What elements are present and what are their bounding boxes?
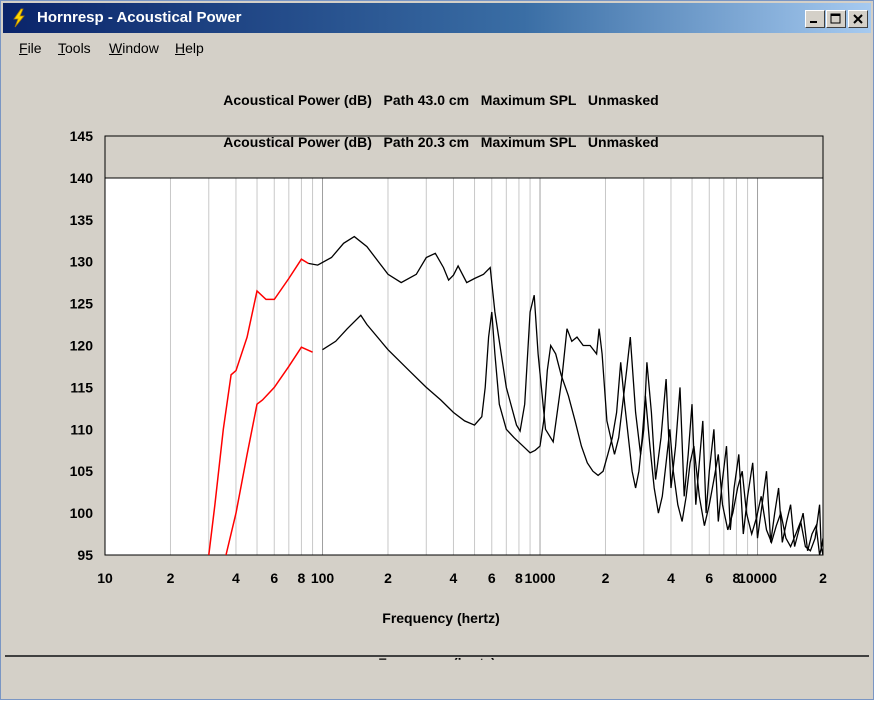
acoustical-power-chart[interactable]: Acoustical Power (dB) Path 43.0 cm Maxim… bbox=[1, 1, 873, 651]
y-tick-label: 115 bbox=[70, 379, 93, 395]
menu-file-rest: ile bbox=[27, 40, 42, 56]
menu-file-accel: F bbox=[19, 40, 28, 56]
lightning-bolt-icon bbox=[13, 8, 25, 28]
x-tick-label: 4 bbox=[232, 570, 240, 586]
x-tick-label: 2 bbox=[384, 570, 392, 586]
y-axis-ticks: 145 140 135 130 125 120 115 110 105 100 95 bbox=[70, 128, 94, 563]
y-tick-label: 110 bbox=[70, 421, 93, 437]
traces bbox=[208, 235, 823, 555]
menu-help-accel: H bbox=[175, 40, 186, 56]
grid-lines bbox=[169, 178, 759, 555]
x-tick-label: 6 bbox=[488, 570, 496, 586]
x-tick-label: 4 bbox=[450, 570, 458, 586]
x-tick-label: 10 bbox=[97, 570, 113, 586]
x-tick-label: 2 bbox=[167, 570, 175, 586]
y-tick-label: 130 bbox=[70, 254, 94, 270]
chart-titles: Acoustical Power (dB) Path 43.0 cm Maxim… bbox=[223, 92, 658, 150]
trace-line-2 bbox=[322, 311, 823, 555]
maximize-icon bbox=[830, 13, 841, 24]
trace-highlight-1 bbox=[208, 258, 309, 555]
y-tick-label: 145 bbox=[70, 128, 94, 144]
y-tick-label: 140 bbox=[70, 170, 94, 186]
trace-highlight-2 bbox=[225, 346, 313, 555]
plot-area bbox=[105, 178, 823, 555]
x-tick-label: 2 bbox=[602, 570, 610, 586]
y-tick-label: 135 bbox=[70, 212, 94, 228]
x-tick-label: 4 bbox=[667, 570, 675, 586]
x-tick-label: 1000 bbox=[524, 570, 555, 586]
y-tick-label: 105 bbox=[70, 463, 94, 479]
menu-file[interactable]: File bbox=[19, 40, 42, 56]
menu-window-rest: indow bbox=[122, 40, 159, 56]
minimize-button[interactable] bbox=[805, 10, 825, 28]
x-tick-label: 8 bbox=[515, 570, 523, 586]
x-tick-label: 8 bbox=[733, 570, 741, 586]
plot-frame bbox=[104, 135, 824, 556]
menu-window[interactable]: Window bbox=[109, 40, 159, 56]
menu-help[interactable]: Help bbox=[175, 40, 204, 56]
x-tick-label: 100 bbox=[311, 570, 335, 586]
close-button[interactable] bbox=[848, 10, 868, 28]
y-tick-label: 100 bbox=[70, 505, 94, 521]
close-icon bbox=[853, 14, 863, 24]
x-tick-label: 2 bbox=[819, 570, 827, 586]
x-tick-label: 6 bbox=[270, 570, 278, 586]
menu-window-accel: W bbox=[109, 40, 123, 56]
y-tick-label: 120 bbox=[70, 338, 94, 354]
menu-tools[interactable]: Tools bbox=[58, 40, 91, 56]
x-tick-label: 10000 bbox=[738, 570, 777, 586]
minimize-icon bbox=[810, 21, 817, 23]
secondary-x-axis-label: Frequency (hertz) bbox=[378, 655, 496, 671]
menu-help-rest: elp bbox=[185, 40, 204, 56]
chart-title-1: Acoustical Power (dB) Path 43.0 cm Maxim… bbox=[223, 92, 658, 108]
window-title: Hornresp - Acoustical Power bbox=[37, 9, 242, 26]
title-bar[interactable]: Hornresp - Acoustical Power bbox=[3, 3, 871, 33]
menu-bar: File Tools Window Help bbox=[3, 35, 871, 59]
panel-divider bbox=[5, 655, 869, 657]
x-axis-label: Frequency (hertz) bbox=[382, 610, 499, 626]
maximize-button[interactable] bbox=[826, 10, 846, 28]
x-tick-label: 8 bbox=[298, 570, 306, 586]
y-tick-label: 95 bbox=[77, 547, 93, 563]
x-tick-label: 6 bbox=[705, 570, 713, 586]
menu-tools-accel: T bbox=[58, 40, 65, 56]
menu-tools-rest: ools bbox=[65, 40, 91, 56]
secondary-panel: Frequency (hertz) bbox=[5, 655, 869, 697]
chart-title-2: Acoustical Power (dB) Path 20.3 cm Maxim… bbox=[223, 134, 658, 150]
y-tick-label: 125 bbox=[70, 296, 94, 312]
